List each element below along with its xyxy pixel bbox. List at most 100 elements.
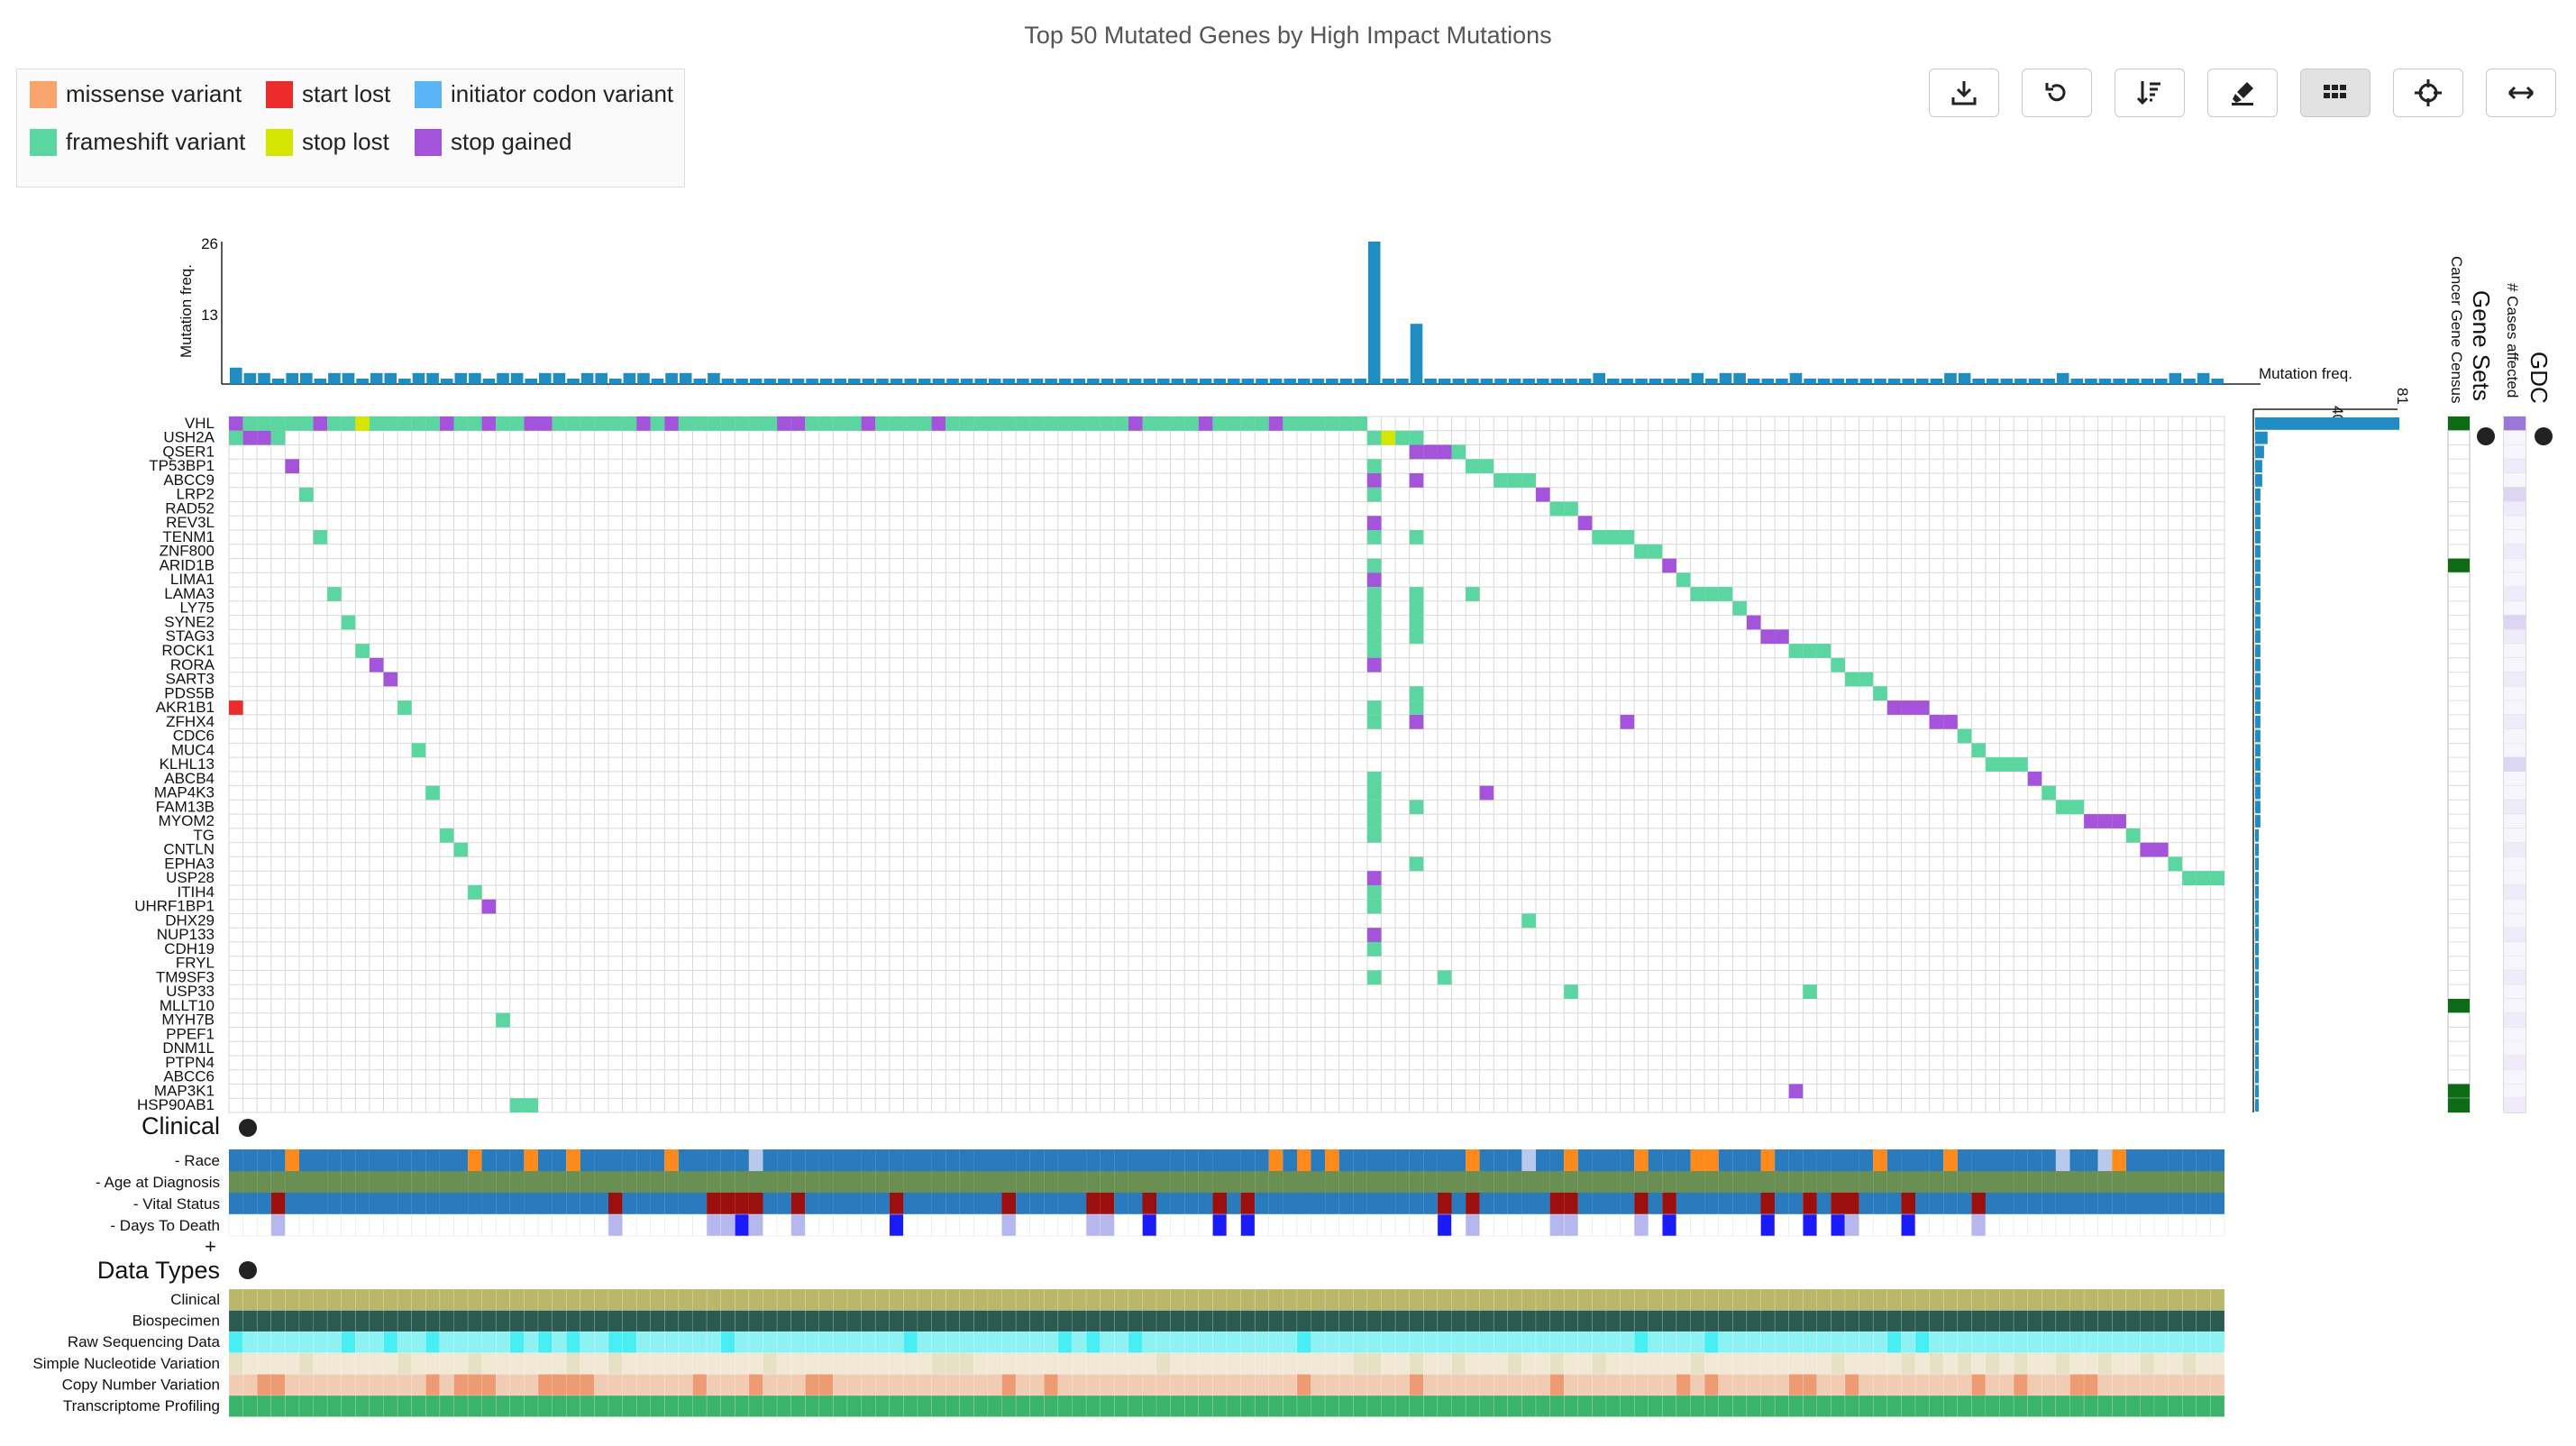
fullwidth-button[interactable] [2486, 69, 2556, 117]
grid-button[interactable] [2300, 69, 2370, 117]
data-type-cell [1521, 1331, 1537, 1354]
data-type-cell [1212, 1310, 1228, 1332]
cases-affected-cell [2504, 473, 2526, 488]
top-hist-bar [609, 378, 622, 384]
clinical-cell [987, 1171, 1002, 1193]
data-type-cell [664, 1310, 680, 1332]
data-type-cell [270, 1374, 286, 1396]
cases-affected-cell [2504, 544, 2526, 559]
data-type-cell [1381, 1310, 1396, 1332]
top-hist-bar [960, 378, 973, 384]
clinical-cell [1240, 1171, 1256, 1193]
data-type-cell [1324, 1288, 1339, 1311]
top-hist-bar [1565, 378, 1577, 384]
data-type-cell [1844, 1331, 1859, 1354]
clinical-cell [1311, 1171, 1326, 1193]
mutation-cell [270, 430, 286, 445]
cases-affected-cell [2504, 899, 2526, 914]
clinical-cell [1044, 1171, 1058, 1193]
clinical-cell [411, 1193, 426, 1214]
download-button[interactable] [1929, 69, 1999, 117]
legend-label: start lost [302, 80, 391, 107]
reload-button[interactable] [2022, 69, 2092, 117]
clinical-cell [1831, 1149, 1845, 1171]
data-type-cell [1633, 1310, 1649, 1332]
clinical-cell [2069, 1193, 2085, 1214]
data-type-cell [1774, 1395, 1789, 1417]
data-type-cell [931, 1331, 946, 1354]
clinical-cell [1943, 1149, 1958, 1171]
mutation-cell [1366, 430, 1382, 445]
clinical-cell [2055, 1171, 2070, 1193]
sort-button[interactable] [2115, 69, 2185, 117]
data-type-cell [664, 1395, 680, 1417]
data-type-cell [2125, 1310, 2141, 1332]
clinical-cell [678, 1171, 693, 1193]
side-hist-bar [2255, 1013, 2259, 1027]
clinical-cell [2027, 1193, 2042, 1214]
clinical-cell [1536, 1193, 1550, 1214]
data-type-cell [1085, 1331, 1101, 1354]
data-type-cell [622, 1374, 637, 1396]
gene-label: STAG3 [166, 627, 215, 645]
clinical-cell [1353, 1171, 1367, 1193]
top-hist-bar [1550, 378, 1564, 384]
clinical-cell [987, 1213, 1002, 1237]
data-type-cell [537, 1374, 553, 1396]
clinical-cell [735, 1171, 749, 1193]
data-type-cell [1549, 1352, 1565, 1375]
top-hist-bar [1832, 378, 1844, 384]
clinical-cell [1451, 1149, 1466, 1171]
data-type-cell [1620, 1395, 1635, 1417]
clinical-cell [1775, 1149, 1789, 1171]
mutation-cell [2154, 842, 2169, 857]
clinical-cell [1283, 1149, 1297, 1171]
clinical-cell [425, 1213, 441, 1237]
data-type-cell [931, 1395, 946, 1417]
data-type-cell [790, 1374, 806, 1396]
data-type-cell [1999, 1352, 2014, 1375]
clinical-cell [397, 1213, 412, 1237]
data-type-cell [1577, 1374, 1593, 1396]
clinical-cell [735, 1149, 749, 1171]
data-type-cell [580, 1395, 595, 1417]
data-type-cell [1704, 1310, 1719, 1332]
data-type-cell [383, 1395, 398, 1417]
color-button[interactable] [2207, 69, 2278, 117]
data-type-cell [1886, 1374, 1902, 1396]
clinical-cell [524, 1213, 539, 1237]
data-type-cell [2097, 1331, 2113, 1354]
data-type-cell [1268, 1331, 1283, 1354]
data-type-cell [1929, 1331, 1944, 1354]
top-hist-bar [1143, 378, 1156, 384]
mutation-cell [1409, 714, 1424, 729]
data-type-cell [1760, 1395, 1776, 1417]
clinical-cell [1718, 1171, 1733, 1193]
clinical-cell [1662, 1193, 1676, 1214]
crosshair-button[interactable] [2393, 69, 2463, 117]
download-icon [1951, 81, 1977, 105]
data-type-cell [1338, 1310, 1354, 1332]
mutation-cell [1929, 714, 1944, 729]
data-type-cell [397, 1288, 412, 1311]
clinical-cell [1338, 1193, 1354, 1214]
data-type-cell [1128, 1352, 1143, 1375]
top-hist-bar [398, 378, 411, 384]
clinical-cell [2196, 1149, 2211, 1171]
data-type-cell [1198, 1374, 1213, 1396]
side-hist-bar [2255, 502, 2261, 516]
clinical-cell [1381, 1213, 1396, 1237]
data-type-cell [945, 1395, 961, 1417]
gene-label: DNM1L [162, 1039, 215, 1057]
clinical-cell [1142, 1193, 1157, 1214]
data-type-cell [1183, 1395, 1200, 1417]
clinical-cell [1100, 1171, 1115, 1193]
data-type-cell [763, 1374, 778, 1396]
top-hist-bar [1101, 378, 1114, 384]
data-type-cell [1859, 1310, 1874, 1332]
clinical-cell [1577, 1193, 1593, 1214]
clinical-cell [664, 1149, 679, 1171]
clinical-cell [664, 1193, 679, 1214]
data-type-cell [1268, 1288, 1283, 1311]
clinical-cell [1943, 1193, 1958, 1214]
